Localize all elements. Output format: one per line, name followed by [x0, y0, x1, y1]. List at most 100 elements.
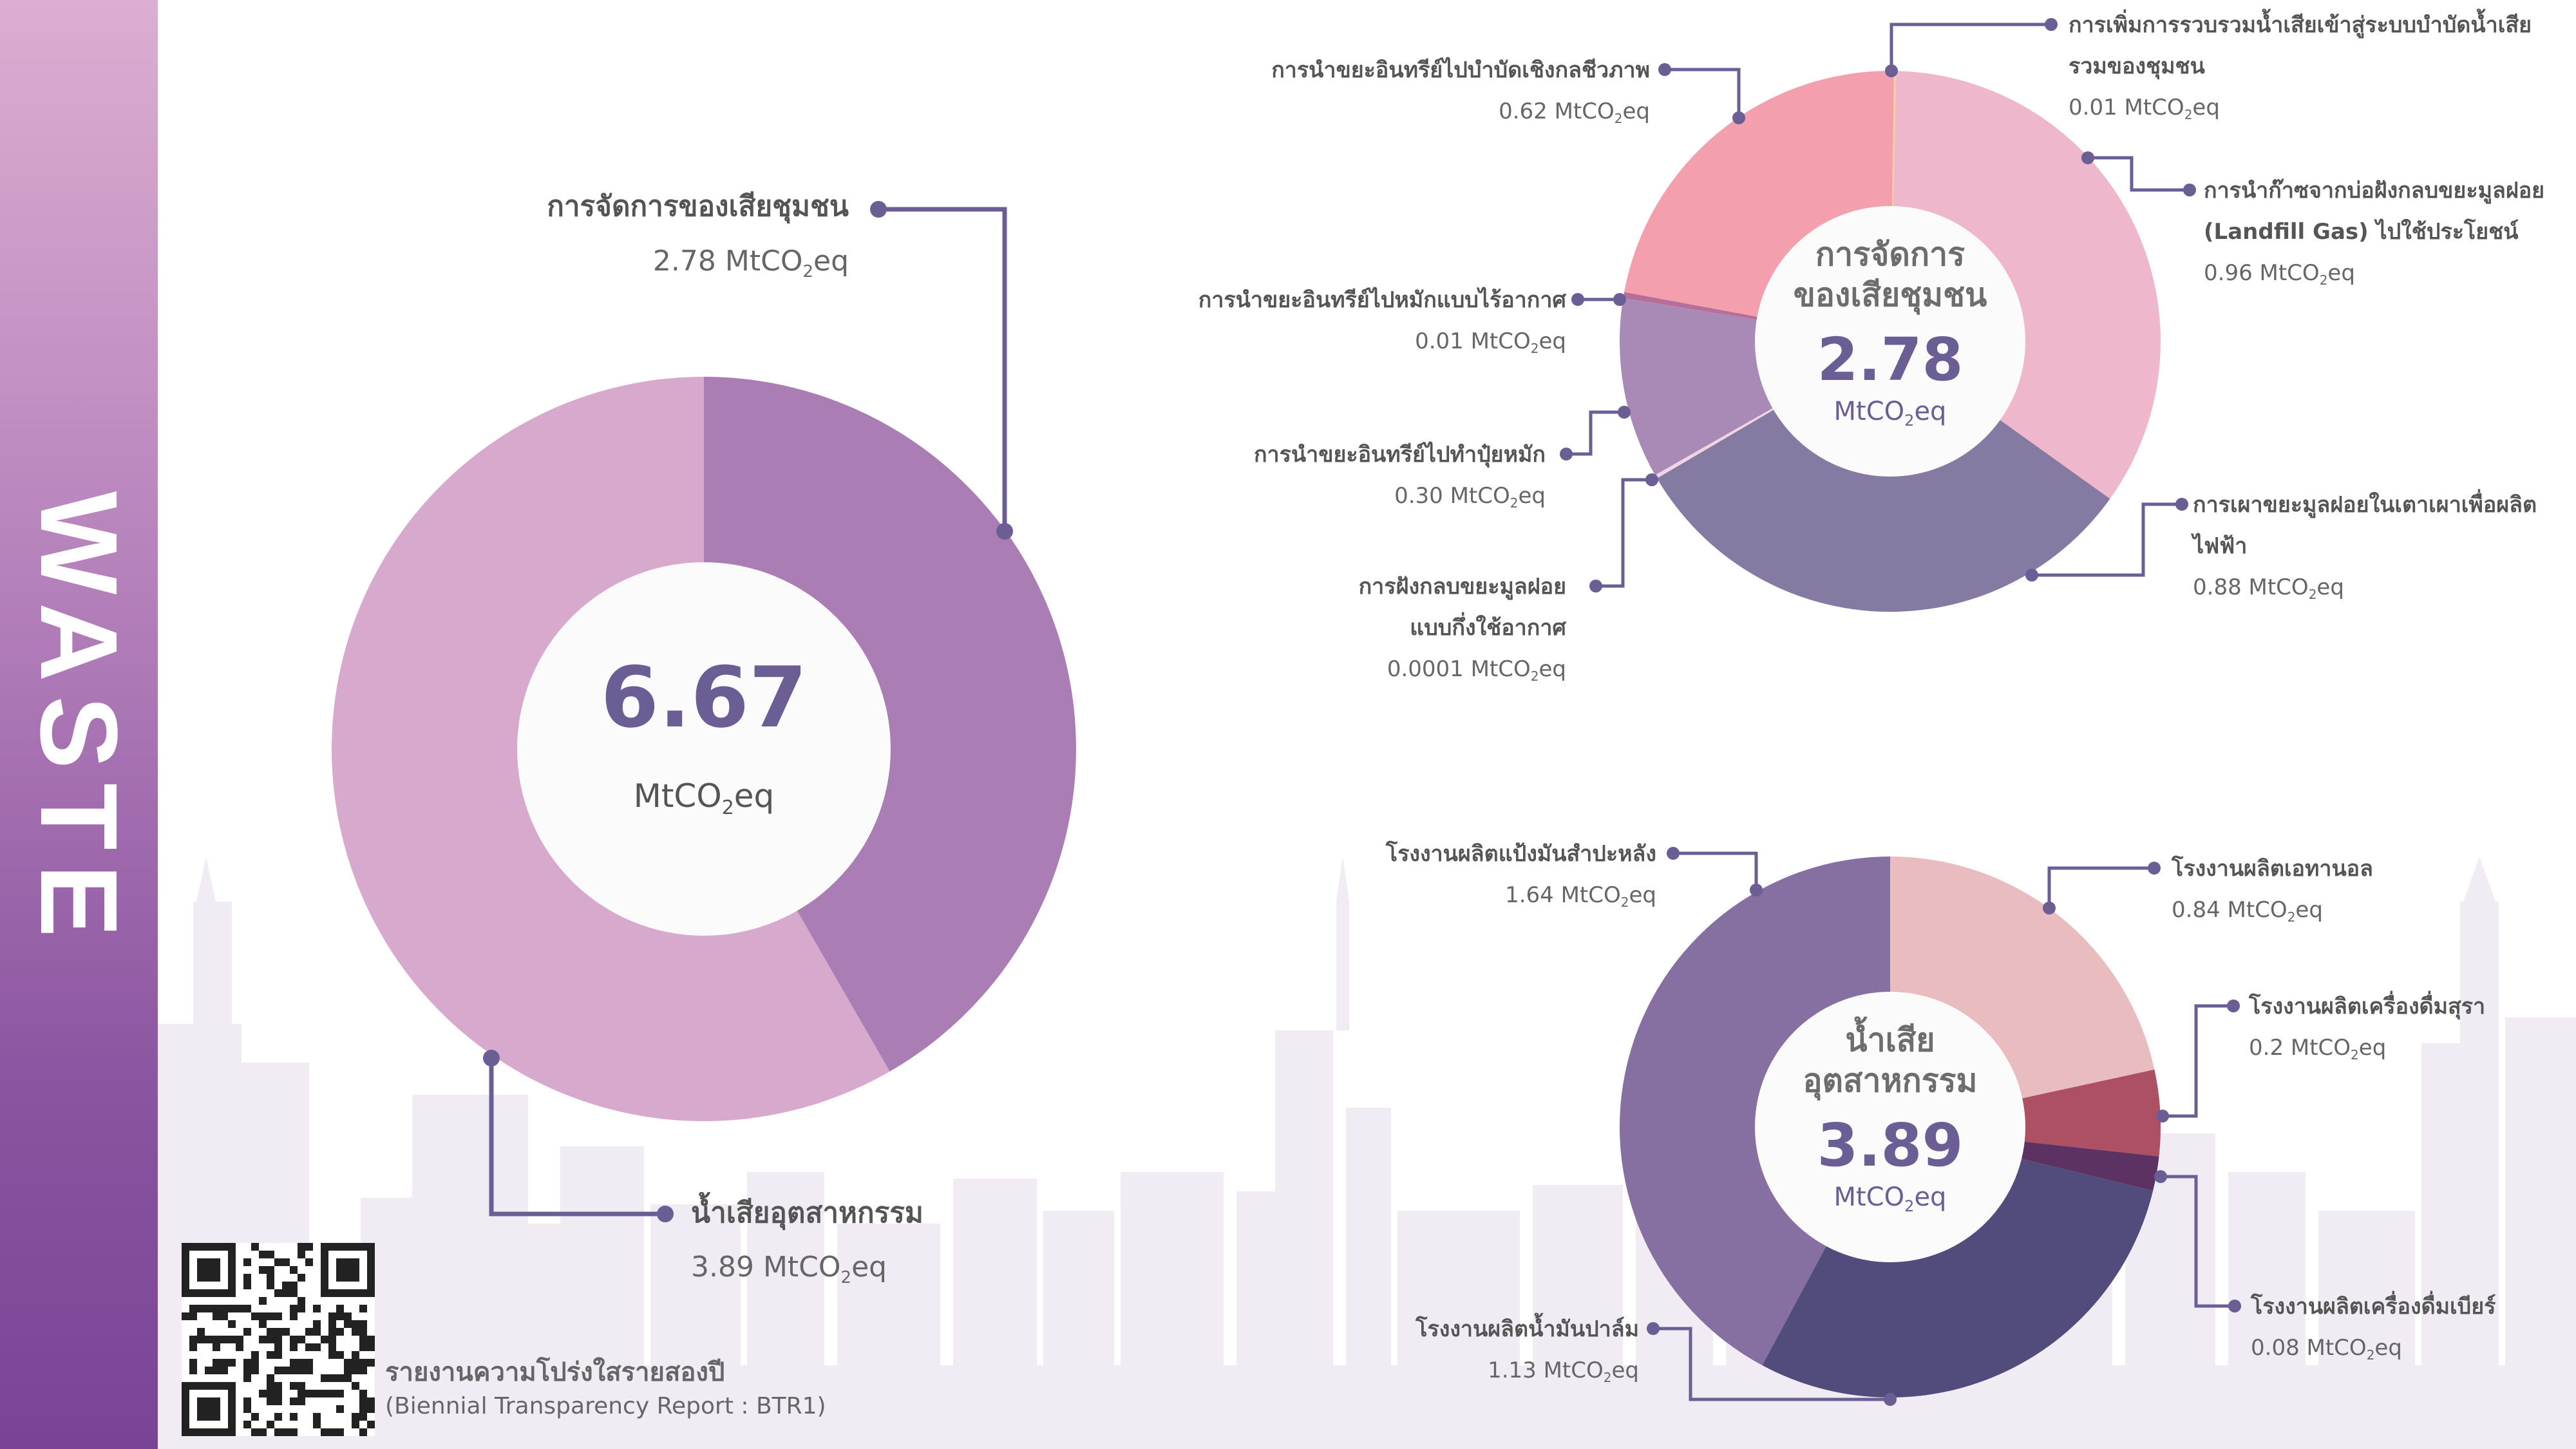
slice-label: การนำขยะอินทรีย์ไปทำปุ๋ยหมัก — [1254, 441, 1546, 468]
leader-dot — [2228, 1300, 2241, 1312]
slice-label: โรงงานผลิตเครื่องดื่มสุรา — [2248, 990, 2485, 1020]
slice-label: ไฟฟ้า — [2191, 533, 2247, 559]
donut-slice — [1656, 341, 2110, 612]
leader-dot — [1647, 1322, 1660, 1335]
slice-label: โรงงานผลิตเครื่องดื่มเบียร์ — [2250, 1291, 2496, 1320]
leader-dot — [483, 1050, 500, 1066]
leader-dot — [2043, 902, 2056, 914]
slice-value: 0.01 MtCO2eq — [1415, 328, 1566, 356]
slice-label: โรงงานผลิตน้ำมันปาล์ม — [1415, 1312, 1639, 1342]
slice-label: โรงงานผลิตแป้งมันสำปะหลัง — [1385, 840, 1656, 867]
leader-dot — [1560, 448, 1573, 460]
leader-dot — [2227, 999, 2240, 1012]
slice-label: แบบกึ่งใช้อากาศ — [1410, 612, 1566, 641]
slice-label: น้ำเสียอุตสาหกรรม — [691, 1191, 923, 1231]
slice-label: การนำขยะอินทรีย์ไปหมักแบบไร้อากาศ — [1198, 287, 1567, 313]
report-title-en: (Biennial Transparency Report : BTR1) — [385, 1393, 826, 1419]
leader-line — [2163, 1004, 2233, 1118]
center-title: อุตสาหกรรม — [1803, 1062, 1978, 1101]
donut-slice — [1890, 1069, 2161, 1157]
slice-label: การเพิ่มการรวบรวมน้ำเสียเข้าสู่ระบบบำบัด… — [2069, 8, 2532, 39]
slice-value: 0.08 MtCO2eq — [2251, 1335, 2402, 1363]
leader-dot — [870, 201, 887, 218]
leader-dot — [2154, 1170, 2167, 1183]
skyline-building — [2460, 902, 2499, 1449]
center-unit: MtCO2eq — [1834, 397, 1947, 430]
main-donut: 6.67 MtCO2eq การจัดการของเสียชุมชน 2.78 MtC… — [332, 190, 1077, 1287]
leader-dot — [2045, 18, 2058, 31]
leader-dot — [1658, 63, 1671, 76]
center-value: 3.89 — [1817, 1111, 1964, 1180]
leader-dot — [1618, 406, 1631, 419]
slice-label: รวมของชุมชน — [2069, 53, 2205, 80]
slice-value: 0.30 MtCO2eq — [1394, 483, 1546, 511]
leader-line — [1653, 1327, 1890, 1401]
leader-dot — [1613, 293, 1626, 306]
leader-dot — [996, 523, 1013, 540]
slice-label: การเผาขยะมูลฝอยในเตาเผาเพื่อผลิต — [2193, 489, 2537, 518]
leader-dot — [1732, 111, 1745, 124]
qr-code-icon[interactable] — [182, 1243, 375, 1436]
donut-hole — [1755, 992, 2025, 1262]
sidebar: WASTE — [0, 0, 158, 1449]
leader-dot — [1884, 1393, 1897, 1406]
slice-label: การนำก๊าซจากบ่อฝังกลบขยะมูลฝอย — [2204, 178, 2544, 204]
leader-dot — [2156, 1110, 2169, 1122]
center-title: ของเสียชุมชน — [1794, 276, 1987, 315]
center-value: 6.67 — [601, 649, 808, 746]
slice-label: โรงงานผลิตเอทานอล — [2171, 855, 2373, 882]
skyline-spire — [2463, 857, 2496, 902]
slice-value: 0.01 MtCO2eq — [2069, 95, 2220, 122]
center-unit: MtCO2eq — [1834, 1182, 1947, 1215]
donut-hole — [1755, 206, 2025, 477]
center-value: 2.78 — [1817, 325, 1964, 394]
leader-dot — [657, 1206, 674, 1222]
leader-dot — [2148, 862, 2161, 875]
slice-value: 0.96 MtCO2eq — [2204, 260, 2355, 288]
center-unit: MtCO2eq — [634, 777, 775, 819]
skyline-ground — [158, 1365, 2576, 1449]
skyline-spire — [1336, 857, 1349, 1030]
slice-label: การนำขยะอินทรีย์ไปบำบัดเชิงกลชีวภาพ — [1271, 57, 1650, 83]
slice-value: 0.62 MtCO2eq — [1499, 99, 1650, 126]
leader-line — [2032, 502, 2182, 577]
slice-label: การจัดการของเสียชุมชน — [547, 190, 849, 224]
leader-line — [1596, 478, 1652, 588]
slice-label: (Landfill Gas) ไปใช้ประโยชน์ — [2204, 218, 2519, 245]
slice-value: 1.13 MtCO2eq — [1488, 1358, 1639, 1385]
slice-label: การฝังกลบขยะมูลฝอย — [1359, 574, 1566, 600]
donut-slice — [1890, 71, 2161, 499]
center-title: การจัดการ — [1815, 236, 1965, 273]
leader-dot — [2175, 498, 2188, 511]
leader-dot — [1589, 580, 1602, 592]
leader-dot — [1571, 293, 1584, 306]
leader-line — [1566, 410, 1624, 456]
leader-line — [2161, 1175, 2235, 1308]
report-title-th: รายงานความโปร่งใสรายสองปี — [385, 1358, 725, 1387]
leader-line — [1889, 23, 2051, 71]
leader-line — [2047, 866, 2154, 908]
leader-dot — [2025, 569, 2038, 582]
donut-hole — [517, 562, 891, 936]
leader-line — [489, 1058, 665, 1217]
leader-line — [2088, 156, 2190, 192]
leader-dot — [1667, 847, 1680, 860]
leader-line — [1665, 68, 1741, 118]
leader-dot — [1645, 473, 1658, 486]
leader-dot — [1750, 884, 1763, 896]
slice-value: 3.89 MtCO2eq — [691, 1251, 887, 1287]
center-title: น้ำเสีย — [1845, 1016, 1935, 1059]
leader-dot — [2081, 151, 2094, 164]
leader-line — [878, 207, 1007, 531]
leader-dot — [2183, 184, 2196, 196]
slice-value: 0.88 MtCO2eq — [2193, 574, 2344, 602]
slice-value: 0.2 MtCO2eq — [2249, 1035, 2386, 1063]
donut-charts: 6.67 MtCO2eq การจัดการของเสียชุมชน 2.78 MtC… — [332, 8, 2544, 1406]
leader-line — [1673, 851, 1758, 890]
slice-value: 2.78 MtCO2eq — [653, 245, 849, 281]
slice-value: 0.0001 MtCO2eq — [1387, 656, 1566, 684]
slice-value: 0.84 MtCO2eq — [2172, 897, 2323, 925]
